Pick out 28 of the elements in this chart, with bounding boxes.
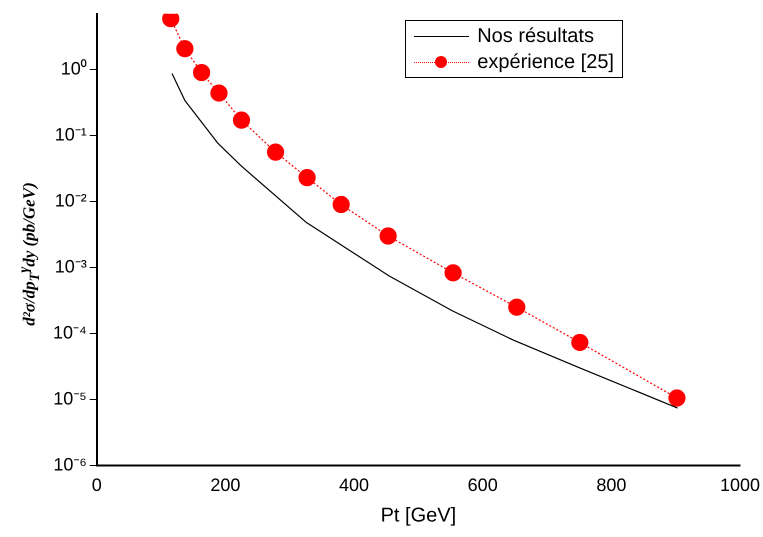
point [298, 169, 316, 186]
y-tick-label: 10⁻³ [54, 256, 87, 276]
x-tick-label: 400 [339, 475, 370, 496]
point [210, 84, 228, 102]
x-tick-label: 600 [468, 475, 498, 496]
y-tick-label: 10⁻⁵ [53, 388, 87, 408]
point [176, 40, 194, 58]
point [193, 64, 210, 82]
y-tick-label: 10⁰ [60, 58, 87, 79]
point [444, 264, 462, 282]
point [232, 112, 250, 129]
x-tick-label: 0 [92, 475, 102, 496]
point [380, 227, 397, 245]
x-axis-title: Pt [GeV] [380, 504, 456, 527]
point [668, 389, 686, 407]
legend-label: expérience [25] [477, 50, 614, 74]
legend-label: Nos résultats [477, 24, 594, 48]
y-tick-label: 10⁻¹ [54, 124, 87, 144]
point [571, 334, 588, 352]
x-tick-label: 200 [210, 475, 240, 496]
x-tick-label: 1000 [720, 475, 760, 496]
point [508, 298, 526, 316]
point [266, 144, 284, 161]
y-tick-label: 10⁻⁴ [52, 322, 87, 342]
point [332, 196, 350, 214]
y-tick-label: 10⁻⁶ [53, 454, 87, 474]
x-tick-label: 800 [596, 475, 626, 496]
y-tick-label: 10⁻² [54, 190, 87, 210]
